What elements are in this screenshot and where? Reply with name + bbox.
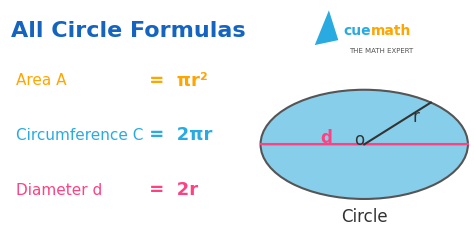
Text: Circumference C: Circumference C bbox=[16, 128, 143, 142]
Text: =  πr²: = πr² bbox=[143, 72, 208, 90]
Text: Circle: Circle bbox=[341, 208, 388, 226]
Text: Diameter d: Diameter d bbox=[16, 182, 102, 197]
Circle shape bbox=[261, 90, 468, 199]
Text: =  2r: = 2r bbox=[143, 180, 198, 198]
Polygon shape bbox=[315, 11, 338, 46]
Text: cue: cue bbox=[344, 24, 371, 38]
Text: math: math bbox=[371, 24, 412, 38]
Text: THE MATH EXPERT: THE MATH EXPERT bbox=[348, 48, 413, 54]
Text: All Circle Formulas: All Circle Formulas bbox=[11, 21, 246, 41]
Text: r: r bbox=[412, 107, 419, 125]
Text: o: o bbox=[355, 131, 365, 149]
Text: d: d bbox=[320, 128, 332, 146]
Text: Area A: Area A bbox=[16, 73, 66, 88]
Text: =  2πr: = 2πr bbox=[143, 126, 212, 144]
